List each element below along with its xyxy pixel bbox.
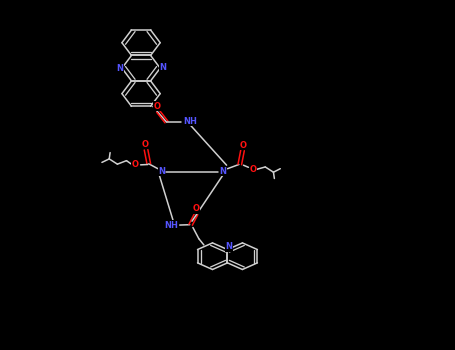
Text: NH: NH [165, 220, 178, 230]
Text: O: O [239, 141, 247, 150]
Text: O: O [142, 140, 149, 149]
Text: N: N [219, 167, 227, 176]
Text: O: O [153, 102, 161, 111]
Text: N: N [158, 167, 165, 176]
Text: N: N [159, 63, 166, 72]
Text: N: N [225, 242, 233, 251]
Text: N: N [116, 64, 123, 74]
Text: NH: NH [183, 117, 197, 126]
Text: O: O [131, 160, 139, 169]
Text: O: O [250, 165, 257, 174]
Text: O: O [193, 204, 200, 214]
